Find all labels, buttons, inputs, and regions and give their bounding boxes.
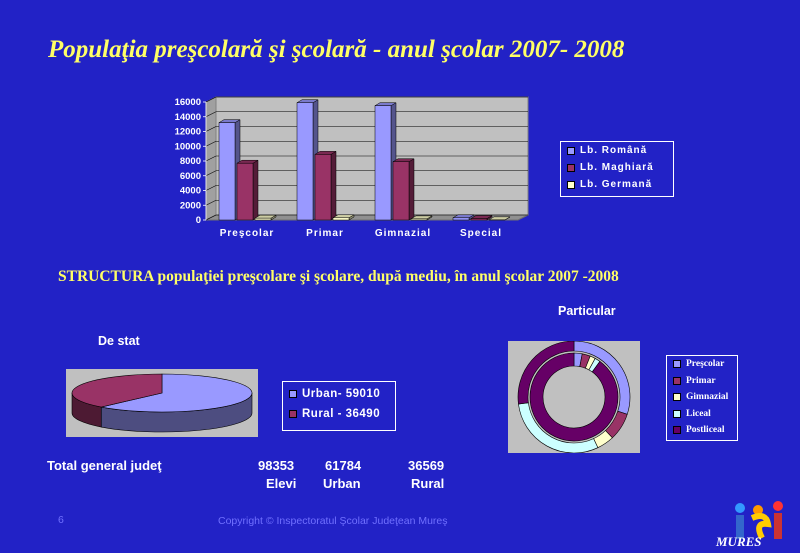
y-tick-label: 0 [196,215,201,226]
logo-letter-j [774,513,782,539]
pie-title-particular: Particular [558,304,616,318]
y-tick-label: 14000 [175,112,201,123]
bar [410,218,428,221]
legend-item-liceal: Liceal [667,406,737,423]
pie-chart-stat [66,369,258,437]
bar-chart-legend: Lb. Română Lb. Maghiară Lb. Germană [560,141,674,197]
bar [332,217,350,221]
y-tick-label: 4000 [180,186,201,197]
y-tick-label: 6000 [180,171,201,182]
legend-swatch [567,163,575,172]
y-tick-label: 16000 [175,97,201,108]
logo-dot [753,505,763,515]
pie-slice [101,373,253,413]
legend-label: Primar [686,375,716,386]
logo-dot [773,501,783,511]
gridline [205,155,217,162]
legend-item-primar: Primar [667,373,737,390]
legend-swatch [673,376,681,385]
legend-item-gimnazial: Gimnazial [667,389,737,406]
legend-label: Urban- 59010 [302,388,381,400]
y-tick-label: 2000 [180,200,201,211]
legend-label: Lb. Germană [580,179,653,190]
bar [254,217,272,221]
total-caption-elevi: Elevi [266,476,297,491]
legend-label: Rural - 36490 [302,408,381,420]
bar [452,217,470,221]
legend-swatch [673,360,681,369]
legend-label: Postliceal [686,425,725,436]
gridline [205,185,217,191]
bar-side [330,150,337,221]
x-tick-label: Gimnazial [375,228,431,239]
x-tick-label: Primar [306,228,344,239]
legend-label: Lb. Română [580,145,648,156]
legend-item-germana: Lb. Germană [561,176,673,193]
bar [236,162,254,221]
gridline [205,170,217,177]
y-tick-label: 10000 [175,141,201,152]
bar [296,102,314,221]
bar-chart: 0 2000 4000 6000 8000 10000 12000 14000 16000 Pre… [175,96,529,239]
total-caption-rural: Rural [411,476,445,491]
pie-slice [71,373,163,408]
legend-swatch [289,390,297,398]
doughnut-segment [517,341,575,405]
legend-item-urban: Urban- 59010 [283,384,395,404]
legend-label: Preşcolar [686,359,725,370]
logo-text: MURES [715,534,762,549]
legend-label: Liceal [686,408,711,419]
doughnut-legend: Preşcolar Primar Gimnazial Liceal Postli… [666,355,738,441]
bar [470,218,488,221]
y-tick-label: 12000 [175,127,201,138]
x-tick-label: Preşcolar [220,228,275,239]
bar-side [408,158,415,221]
legend-swatch [567,180,575,189]
legend-swatch [567,146,575,155]
legend-swatch [673,426,681,435]
gridline [205,214,217,221]
legend-label: Gimnazial [686,392,729,403]
total-value-elevi: 98353 [258,458,295,473]
logo-letter-i [736,515,744,539]
logo-letter-s [750,513,772,540]
pie-stat-legend: Urban- 59010 Rural - 36490 [282,381,396,431]
gridline [205,111,217,118]
legend-item-romana: Lb. Română [561,142,673,159]
bar [392,161,410,221]
gridline [205,96,217,103]
total-caption-urban: Urban [323,476,361,491]
bar-side [252,159,259,221]
legend-swatch [673,393,681,402]
total-value-rural: 36569 [408,458,445,473]
bar [374,105,392,221]
isj-mures-logo: MURES [715,501,783,549]
total-value-urban: 61784 [325,458,362,473]
legend-item-rural: Rural - 36490 [283,404,395,424]
copyright-text: Copyright © Inspectoratul Şcolar Judeţea… [218,515,448,527]
gridline [205,126,217,132]
slide-title: Populaţia preşcolară şi şcolară - anul ş… [48,36,625,63]
structure-title: STRUCTURA populaţiei preşcolare şi şcola… [58,268,619,285]
legend-label: Lb. Maghiară [580,162,654,173]
logo-dot [735,503,745,513]
bar [218,122,236,221]
total-label: Total general judeţ [47,458,162,473]
legend-item-prescolar: Preşcolar [667,356,737,373]
legend-item-postliceal: Postliceal [667,422,737,439]
legend-swatch [289,410,297,418]
gridline [205,140,217,147]
pie-title-stat: De stat [98,334,140,348]
doughnut-segment [529,352,619,442]
y-tick-label: 8000 [180,156,201,167]
page-number: 6 [58,514,64,526]
legend-swatch [673,409,681,418]
doughnut-chart-particular [508,341,640,453]
legend-item-maghiara: Lb. Maghiară [561,159,673,176]
x-tick-label: Special [460,228,502,239]
gridline [205,199,217,206]
bar [314,154,332,221]
